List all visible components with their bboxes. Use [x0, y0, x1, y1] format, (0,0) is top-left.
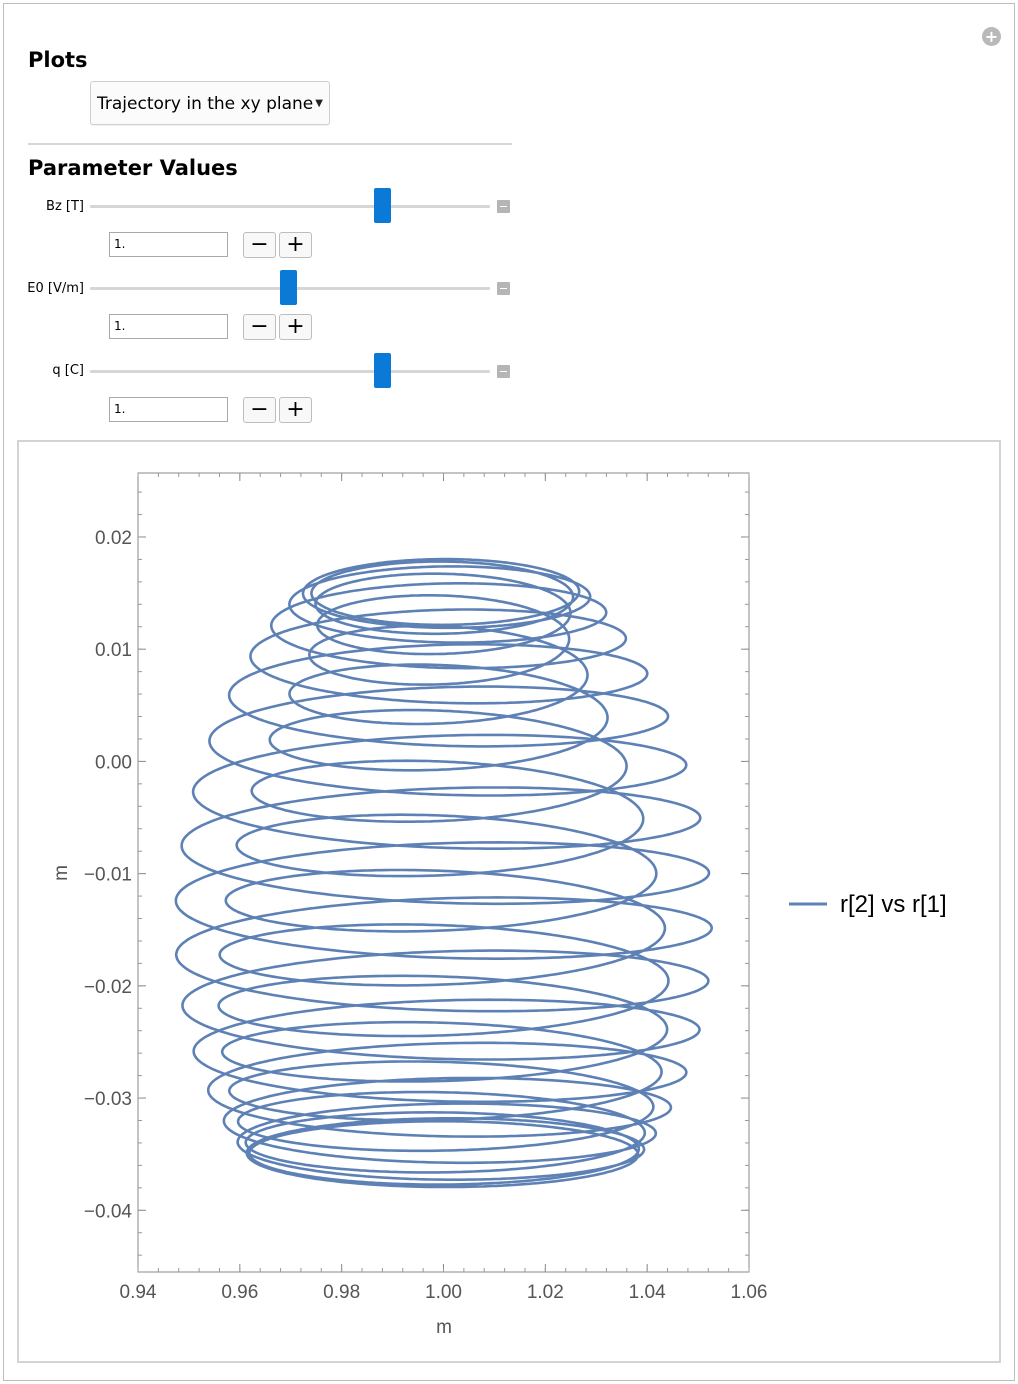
- plot-type-dropdown[interactable]: Trajectory in the xy plane ▼: [90, 81, 330, 125]
- dropdown-selected-value: Trajectory in the xy plane: [97, 94, 314, 114]
- parameter-values-heading: Parameter Values: [28, 156, 238, 180]
- y-tick-label: 0.01: [95, 640, 132, 661]
- y-tick-label: −0.03: [84, 1089, 132, 1110]
- chevron-down-icon: ▼: [315, 98, 323, 109]
- y-tick-label: 0.00: [95, 752, 132, 773]
- section-divider: [28, 143, 512, 145]
- x-tick-label: 0.94: [120, 1282, 157, 1303]
- e0-decrement-button[interactable]: −: [243, 314, 276, 340]
- y-tick-label: −0.04: [84, 1201, 133, 1222]
- q-slider-thumb[interactable]: [373, 353, 391, 388]
- e0-value-field[interactable]: 1.: [109, 314, 228, 339]
- y-tick-label: −0.01: [84, 865, 132, 886]
- q-slider-track[interactable]: [90, 370, 490, 373]
- x-axis-label: m: [436, 1317, 452, 1338]
- x-tick-label: 0.96: [221, 1282, 258, 1303]
- bz-slider-track[interactable]: [90, 205, 490, 208]
- e0-increment-button[interactable]: +: [279, 314, 312, 340]
- bz-increment-button[interactable]: +: [279, 232, 312, 258]
- x-tick-label: 1.02: [527, 1282, 564, 1303]
- bz-decrement-button[interactable]: −: [243, 232, 276, 258]
- bz-collapse-icon[interactable]: [497, 200, 510, 213]
- bz-slider-thumb[interactable]: [373, 188, 391, 223]
- plus-circle-icon[interactable]: +: [982, 27, 1001, 46]
- plots-heading: Plots: [28, 48, 88, 72]
- x-tick-label: 1.00: [425, 1282, 462, 1303]
- x-tick-label: 1.06: [731, 1282, 768, 1303]
- q-increment-button[interactable]: +: [279, 397, 312, 423]
- bz-label: Bz [T]: [46, 199, 84, 214]
- bz-value-field[interactable]: 1.: [109, 232, 228, 257]
- e0-collapse-icon[interactable]: [497, 282, 510, 295]
- x-tick-label: 1.04: [629, 1282, 666, 1303]
- legend-label: r[2] vs r[1]: [840, 891, 947, 918]
- x-tick-label: 0.98: [323, 1282, 360, 1303]
- e0-label: E0 [V/m]: [27, 281, 84, 296]
- q-label: q [C]: [52, 363, 84, 378]
- trajectory-series-line: [174, 557, 713, 1189]
- q-decrement-button[interactable]: −: [243, 397, 276, 423]
- e0-slider-thumb[interactable]: [279, 270, 297, 305]
- y-axis-label: m: [51, 865, 72, 881]
- q-collapse-icon[interactable]: [497, 365, 510, 378]
- y-tick-label: 0.02: [95, 528, 132, 549]
- plot-output-frame: [17, 440, 1001, 1363]
- y-tick-label: −0.02: [84, 977, 132, 998]
- q-value-field[interactable]: 1.: [109, 397, 228, 422]
